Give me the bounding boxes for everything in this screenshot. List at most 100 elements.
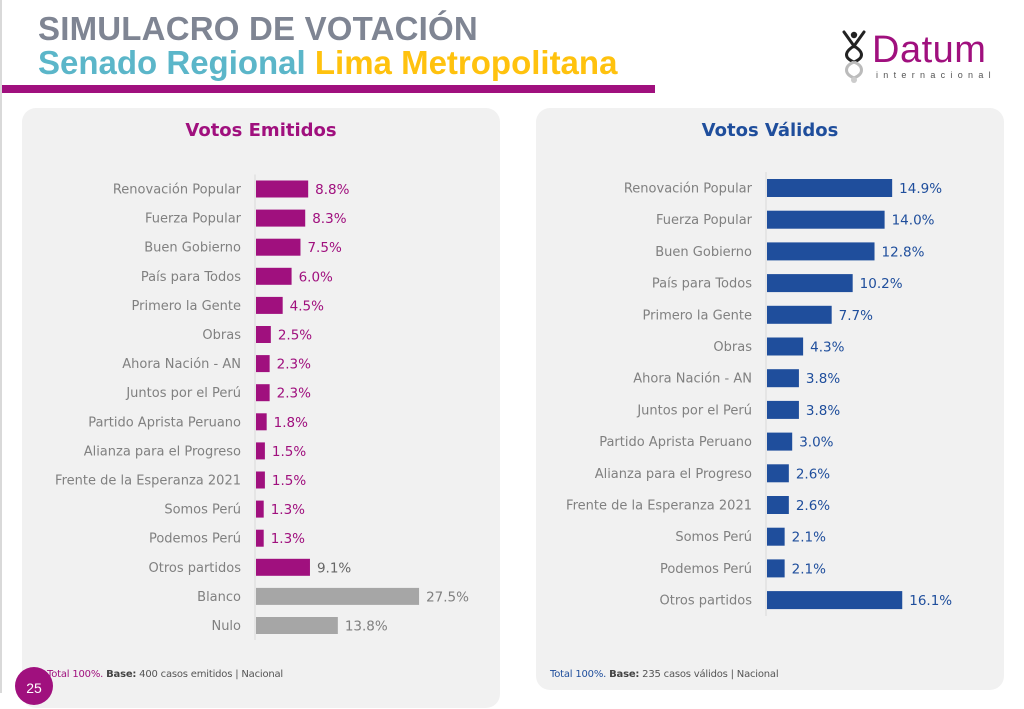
- category-label: Juntos por el Perú: [636, 403, 752, 418]
- bar: [767, 179, 893, 197]
- category-label: Fuerza Popular: [656, 213, 753, 228]
- category-label: Ahora Nación - AN: [633, 372, 752, 387]
- chart-votos-validos: Renovación Popular 14.9% Fuerza Popular 14.…: [566, 172, 952, 616]
- bar: [767, 496, 789, 514]
- category-label: Podemos Perú: [660, 562, 752, 577]
- category-label: Juntos por el Perú: [125, 386, 241, 401]
- data-label: 9.1%: [317, 560, 351, 576]
- category-label: Primero la Gente: [132, 299, 242, 314]
- data-label: 4.5%: [290, 298, 324, 314]
- category-label: Partido Aprista Peruano: [88, 415, 241, 430]
- data-label: 2.6%: [796, 498, 830, 514]
- title-rule: [2, 85, 655, 93]
- bar: [256, 355, 270, 373]
- page-title: SIMULACRO DE VOTACIÓN: [38, 10, 478, 47]
- bar: [256, 500, 264, 518]
- category-label: Obras: [713, 340, 752, 355]
- data-label: 1.5%: [272, 473, 306, 489]
- datum-logo: Datum internacional: [840, 28, 1010, 88]
- bar: [767, 210, 885, 229]
- subtitle-senado-regional: Senado Regional: [38, 44, 306, 81]
- data-label: 2.1%: [792, 530, 826, 546]
- category-label: Somos Perú: [675, 530, 752, 545]
- category-label: Buen Gobierno: [655, 245, 752, 260]
- chart-votos-emitidos: Renovación Popular 8.8% Fuerza Popular 8.3%…: [55, 174, 469, 641]
- bar: [767, 432, 793, 451]
- data-label: 8.3%: [312, 211, 346, 227]
- data-label: 2.5%: [278, 328, 312, 344]
- bar: [256, 587, 420, 605]
- bar: [256, 209, 306, 227]
- footer-note-validos: Total 100%. Base: 235 casos válidos | Na…: [550, 669, 779, 680]
- chart-title-emitidos: Votos Emitidos: [185, 120, 337, 141]
- footer-base-text: 235 casos válidos | Nacional: [639, 669, 779, 680]
- bar: [256, 384, 270, 402]
- bar: [256, 267, 292, 285]
- bar: [256, 442, 265, 460]
- page-number-badge: 25: [15, 667, 53, 705]
- data-label: 14.9%: [899, 181, 942, 197]
- panel-votos-validos: Votos Válidos Renovación Popular 14.9% Fue…: [536, 108, 1004, 690]
- bar: [256, 617, 338, 634]
- category-label: Otros partidos: [149, 561, 242, 576]
- bar: [767, 337, 804, 356]
- subtitle-lima-metropolitana: Lima Metropolitana: [314, 44, 618, 81]
- category-label: Ahora Nación - AN: [122, 357, 241, 372]
- data-label: 2.1%: [792, 561, 826, 577]
- chart-title-validos: Votos Válidos: [701, 120, 839, 141]
- bar: [256, 326, 271, 343]
- footer-total: Total 100%.: [550, 669, 607, 680]
- category-label: Otros partidos: [660, 594, 753, 609]
- panel-votos-emitidos: Votos Emitidos Renovación Popular 8.8% Fue…: [22, 108, 500, 708]
- category-label: Renovación Popular: [113, 183, 242, 198]
- footer-note-emitidos: Total 100%. Base: 400 casos emitidos | N…: [47, 669, 283, 680]
- bar: [256, 413, 267, 431]
- page-subtitle: Senado Regional Lima Metropolitana: [38, 46, 617, 80]
- bar: [767, 400, 799, 419]
- data-label: 4.3%: [810, 340, 844, 356]
- category-label: Somos Perú: [164, 503, 241, 518]
- bar: [256, 180, 309, 198]
- data-label: 6.0%: [299, 269, 333, 285]
- page-left-border: [0, 0, 2, 693]
- footer-base-label: Base:: [106, 669, 137, 680]
- bar: [256, 471, 265, 489]
- category-label: Renovación Popular: [624, 182, 753, 197]
- data-label: 13.8%: [345, 619, 388, 635]
- data-label: 3.0%: [799, 435, 833, 451]
- category-label: Alianza para el Progreso: [595, 467, 752, 482]
- logo-subtitle: internacional: [876, 70, 996, 80]
- data-label: 7.7%: [839, 308, 873, 324]
- data-label: 16.1%: [909, 593, 952, 609]
- bar: [767, 305, 832, 324]
- data-label: 3.8%: [806, 371, 840, 387]
- data-label: 1.3%: [271, 531, 305, 547]
- category-label: Frente de la Esperanza 2021: [566, 499, 752, 514]
- bar: [767, 369, 799, 388]
- logo-wordmark: Datum: [872, 29, 987, 71]
- category-label: País para Todos: [141, 270, 241, 285]
- footer-base-label: Base:: [609, 669, 640, 680]
- data-label: 2.3%: [277, 386, 311, 402]
- footer-total: Total 100%.: [47, 669, 104, 680]
- bar: [767, 274, 853, 293]
- bar: [256, 558, 310, 576]
- category-label: Nulo: [211, 619, 241, 634]
- category-label: Primero la Gente: [643, 308, 753, 323]
- category-label: Alianza para el Progreso: [84, 444, 241, 459]
- category-label: Buen Gobierno: [144, 241, 241, 256]
- data-label: 3.8%: [806, 403, 840, 419]
- category-label: Frente de la Esperanza 2021: [55, 474, 241, 489]
- category-label: Partido Aprista Peruano: [599, 435, 752, 450]
- bar: [256, 296, 283, 314]
- data-label: 10.2%: [860, 276, 903, 292]
- bar: [767, 242, 875, 261]
- bar: [256, 238, 301, 256]
- bar: [767, 464, 789, 483]
- data-label: 27.5%: [426, 589, 469, 605]
- footer-base-text: 400 casos emitidos | Nacional: [136, 669, 284, 680]
- bar: [767, 527, 785, 546]
- category-label: Blanco: [197, 590, 241, 605]
- bar: [256, 529, 264, 547]
- data-label: 8.8%: [315, 182, 349, 198]
